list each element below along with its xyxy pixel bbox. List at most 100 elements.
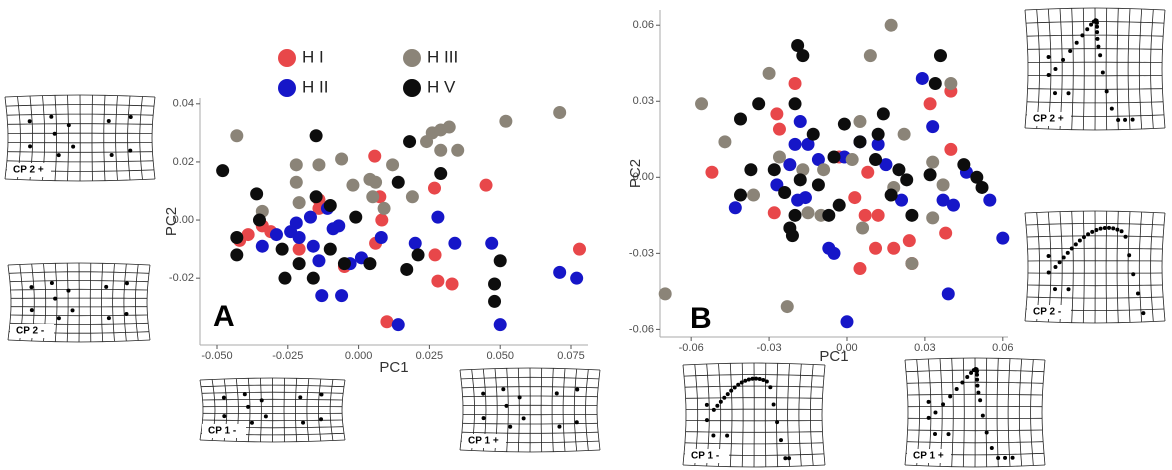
landmark — [28, 144, 33, 149]
point — [970, 170, 984, 184]
grid-label-bg — [7, 163, 51, 177]
landmark — [1119, 229, 1124, 234]
landmark — [948, 394, 953, 399]
grid-stroke — [7, 339, 151, 343]
grid-stroke — [7, 264, 12, 341]
landmark — [501, 387, 506, 392]
grid-stroke — [809, 364, 814, 466]
grid-stroke — [1036, 212, 1041, 322]
point — [734, 112, 748, 126]
grid-stroke — [1041, 359, 1046, 466]
point — [788, 137, 802, 151]
point — [811, 153, 825, 167]
grid-stroke — [4, 178, 156, 182]
grid-stroke — [682, 364, 687, 466]
grid-stroke — [462, 422, 598, 425]
grid-stroke — [100, 263, 104, 342]
point — [796, 49, 810, 63]
point — [801, 137, 815, 151]
grid-stroke — [683, 374, 825, 377]
point — [996, 231, 1010, 245]
grid-stroke — [904, 357, 1046, 361]
grid-stroke — [1026, 235, 1164, 238]
landmark — [978, 398, 983, 403]
point — [408, 236, 422, 250]
point — [915, 71, 929, 85]
grid-stroke — [1025, 222, 1165, 226]
point — [926, 211, 940, 225]
grid-label-bg — [202, 424, 246, 438]
landmark — [1095, 30, 1100, 35]
grid-stroke — [798, 363, 802, 467]
point — [772, 122, 786, 136]
point — [767, 206, 781, 220]
point — [905, 208, 919, 222]
landmark — [1104, 89, 1109, 94]
deformation-grid: CP 1 + — [459, 367, 601, 453]
grid-stroke — [684, 442, 824, 445]
point — [312, 254, 326, 268]
grid-stroke — [6, 113, 154, 116]
point — [349, 210, 363, 224]
grid-stroke — [4, 94, 156, 98]
landmark — [319, 392, 324, 397]
grid-stroke — [461, 431, 599, 434]
grid-stroke — [6, 160, 154, 163]
grid-stroke — [682, 362, 826, 366]
landmark — [71, 144, 76, 149]
landmark — [298, 395, 303, 400]
point — [840, 315, 854, 329]
point — [570, 271, 584, 285]
point — [326, 222, 340, 236]
point — [926, 155, 940, 169]
point — [346, 178, 360, 192]
point — [788, 208, 802, 222]
point — [928, 77, 942, 91]
landmark — [104, 284, 109, 289]
point — [309, 190, 323, 204]
grid-stroke — [260, 378, 262, 442]
point — [827, 150, 841, 164]
point — [926, 120, 940, 134]
landmark — [319, 417, 324, 422]
landmark — [750, 376, 755, 381]
point — [734, 188, 748, 202]
landmark — [975, 377, 980, 382]
point — [250, 187, 264, 201]
point — [845, 153, 859, 167]
landmark — [965, 374, 970, 379]
landmark — [725, 392, 730, 397]
grid-stroke — [202, 419, 343, 422]
point — [442, 120, 456, 134]
landmark — [984, 430, 989, 435]
x-tick-label: -0.03 — [757, 342, 782, 354]
grid-stroke — [67, 95, 69, 181]
landmark — [66, 123, 71, 128]
landmark — [1053, 287, 1058, 292]
landmark — [976, 390, 981, 395]
landmark — [1094, 20, 1099, 25]
landmark — [1053, 91, 1058, 96]
grid-stroke — [201, 391, 344, 394]
point — [869, 153, 883, 167]
grid-stroke — [729, 363, 733, 467]
y-tick-label: 0.03 — [633, 95, 654, 107]
point — [785, 229, 799, 243]
landmark — [771, 402, 776, 407]
point — [746, 188, 760, 202]
landmark — [941, 402, 946, 407]
landmark — [1081, 235, 1086, 240]
landmark — [1095, 36, 1100, 41]
point — [377, 201, 391, 215]
point — [837, 117, 851, 131]
point — [744, 163, 758, 177]
landmark — [775, 420, 780, 425]
point — [451, 143, 465, 157]
grid-stroke — [775, 363, 779, 467]
x-tick-label: -0.050 — [201, 350, 232, 362]
grid-stroke — [906, 381, 1044, 384]
landmark — [1111, 226, 1116, 231]
point — [306, 271, 320, 285]
grid-stroke — [317, 378, 322, 442]
grid-label: CP 1 + — [913, 451, 944, 462]
